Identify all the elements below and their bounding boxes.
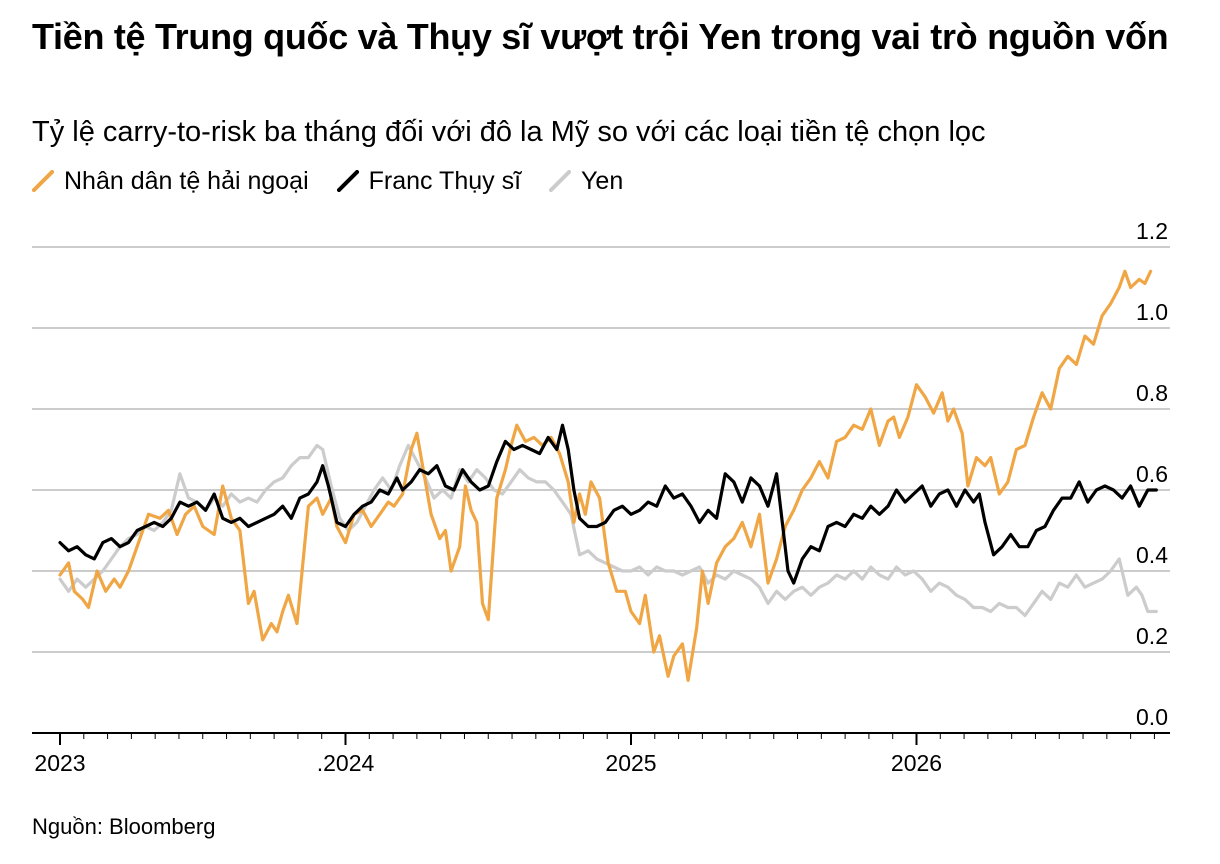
legend-line-chf xyxy=(336,170,359,192)
legend-item-cny: Nhân dân tệ hải ngoại xyxy=(32,164,309,198)
y-tick-label-2: 0.4 xyxy=(1136,542,1168,568)
legend-label-chf: Franc Thụy sĩ xyxy=(368,167,522,195)
legend-swatch-chf xyxy=(336,170,359,192)
x-tick-label-0: 2023 xyxy=(34,750,85,776)
legend-label-jpy: Yen xyxy=(581,167,624,195)
y-tick-label-1: 0.2 xyxy=(1136,623,1168,649)
series-line-0 xyxy=(58,269,1153,682)
series-lines xyxy=(58,269,1158,682)
chart-subtitle: Tỷ lệ carry-to-risk ba tháng đối với đô … xyxy=(32,116,986,148)
legend-item-jpy: Yen xyxy=(549,164,623,198)
x-tick-label-2: 2025 xyxy=(605,750,656,776)
series-line-1 xyxy=(58,423,1158,585)
x-axis xyxy=(32,732,1170,745)
legend-swatch-cny xyxy=(32,170,54,192)
series-line-2 xyxy=(58,443,1158,618)
legend-line-cny xyxy=(32,170,54,192)
gridlines xyxy=(32,246,1170,653)
y-tick-label-3: 0.6 xyxy=(1136,461,1168,487)
x-tick-label-1: .2024 xyxy=(317,750,375,776)
y-tick-label-0: 0.0 xyxy=(1136,704,1168,730)
legend-item-chf: Franc Thụy sĩ xyxy=(336,164,522,198)
legend-line-jpy xyxy=(549,170,572,192)
legend: Nhân dân tệ hải ngoại Franc Thụy sĩ Yen xyxy=(32,164,651,198)
legend-label-cny: Nhân dân tệ hải ngoại xyxy=(64,167,309,195)
x-tick-label-3: 2026 xyxy=(891,750,942,776)
source-note: Nguồn: Bloomberg xyxy=(32,814,216,839)
y-tick-label-6: 1.2 xyxy=(1136,218,1168,244)
legend-swatch-jpy xyxy=(549,170,572,192)
tick-labels: 0.0 0.2 0.4 0.6 0.8 1.0 1.2 2023 .2024 2025 2026 xyxy=(34,218,1168,776)
y-tick-label-5: 1.0 xyxy=(1136,299,1168,325)
y-tick-label-4: 0.8 xyxy=(1136,380,1168,406)
chart-title: Tiền tệ Trung quốc và Thụy sĩ vượt trội … xyxy=(32,16,1169,57)
